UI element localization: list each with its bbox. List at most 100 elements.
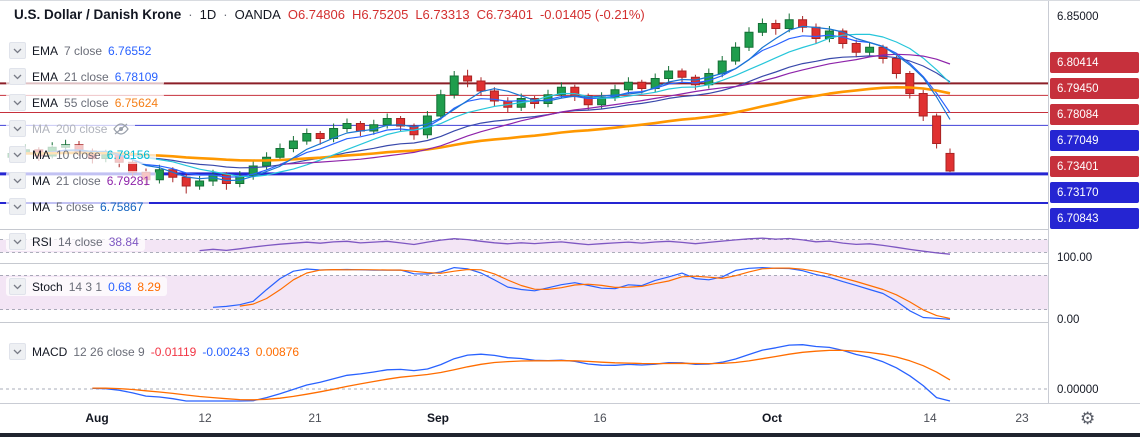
price-alert-badge[interactable]: 6.70843 xyxy=(1050,208,1139,229)
indicator-legend-ema21[interactable]: EMA 21 close 6.78109 xyxy=(6,67,165,86)
price-axis[interactable]: 6.85000 6.80414 6.79450 6.78084 6.77049 6.73… xyxy=(1048,1,1140,403)
macd-line xyxy=(92,344,951,402)
indicator-value: 6.78109 xyxy=(114,69,159,84)
indicator-name: EMA xyxy=(32,69,59,84)
indicator-band xyxy=(0,239,1048,253)
symbol-name[interactable]: U.S. Dollar / Danish Krone xyxy=(14,7,182,22)
time-tick-Aug: Aug xyxy=(85,411,109,425)
price-chart[interactable] xyxy=(0,1,1048,403)
ohlc-change: -0.01405 (-0.21%) xyxy=(539,7,645,22)
indicator-params: 10 close xyxy=(56,147,101,162)
indicator-value: 6.75624 xyxy=(114,95,159,110)
ema-7-line xyxy=(11,34,951,178)
price-alert-badge[interactable]: 6.73170 xyxy=(1050,182,1139,203)
chevron-down-icon[interactable] xyxy=(9,233,26,250)
time-tick-14: 14 xyxy=(923,411,937,425)
indicator-legend-ma21[interactable]: MA 21 close 6.79281 xyxy=(6,171,157,190)
ohlc-close: C6.73401 xyxy=(476,7,533,22)
chevron-down-icon[interactable] xyxy=(9,172,26,189)
time-tick-Oct: Oct xyxy=(761,411,782,425)
indicator-value: 6.76552 xyxy=(108,43,152,58)
indicator-name: EMA xyxy=(32,95,59,110)
ohlc-high: H6.75205 xyxy=(351,7,409,22)
indicator-value-signal: 0.00876 xyxy=(255,344,300,359)
indicator-legend-ma10[interactable]: MA 10 close 6.78156 xyxy=(6,145,157,164)
indicator-name: RSI xyxy=(32,234,53,249)
price-alert-badge[interactable]: 6.77049 xyxy=(1050,130,1139,151)
chevron-down-icon[interactable] xyxy=(9,343,26,360)
pane-separator[interactable] xyxy=(0,322,1140,323)
time-tick-21: 21 xyxy=(308,411,322,425)
time-axis[interactable]: Aug 12 21 Sep 16 Oct 14 23 xyxy=(0,403,1140,434)
indicator-legend-ma5[interactable]: MA 5 close 6.75867 xyxy=(6,197,150,216)
rsi-line xyxy=(199,237,951,255)
gear-icon[interactable]: ⚙ xyxy=(1080,409,1096,428)
chevron-down-icon[interactable] xyxy=(9,198,26,215)
pane-separator[interactable] xyxy=(0,229,1140,230)
exchange-label: OANDA xyxy=(234,7,281,22)
time-tick-Sep: Sep xyxy=(426,411,449,425)
indicator-name: MACD xyxy=(32,344,68,359)
indicator-legend-ma200-hidden[interactable]: MA 200 close xyxy=(6,119,136,138)
indicator-name: MA xyxy=(32,121,50,136)
indicator-params: 14 3 1 xyxy=(68,279,103,294)
price-alert-badge[interactable]: 6.80414 xyxy=(1050,52,1139,73)
indicator-name: MA xyxy=(32,199,50,214)
indicator-legend-rsi[interactable]: RSI 14 close 38.84 xyxy=(6,232,145,251)
time-tick-12: 12 xyxy=(198,411,212,425)
pane-separator[interactable] xyxy=(0,263,1140,264)
symbol-title-row: U.S. Dollar / Danish Krone · 1D · OANDA … xyxy=(8,5,651,24)
indicator-value: 38.84 xyxy=(108,234,139,249)
indicator-band xyxy=(0,275,1048,310)
indicator-legend-ema7[interactable]: EMA 7 close 6.76552 xyxy=(6,41,158,60)
indicator-params: 55 close xyxy=(64,95,109,110)
indicator-value-macd: -0.00243 xyxy=(202,344,250,359)
indicator-value: 6.78156 xyxy=(106,147,151,162)
chevron-down-icon[interactable] xyxy=(9,146,26,163)
macd-signal-line xyxy=(92,349,951,401)
indicator-legend-stoch[interactable]: Stoch 14 3 1 0.68 8.29 xyxy=(6,277,167,296)
sma-10-line xyxy=(132,33,951,178)
ohlc-open: O6.74806 xyxy=(287,7,345,22)
indicator-value: 6.79281 xyxy=(106,173,151,188)
interval-label[interactable]: 1D xyxy=(199,7,217,22)
indicator-legend-ema55[interactable]: EMA 55 close 6.75624 xyxy=(6,93,165,112)
indicator-name: MA xyxy=(32,147,50,162)
time-tick-16: 16 xyxy=(593,411,607,425)
ema-55-line xyxy=(11,86,951,162)
ema-21-line xyxy=(11,55,951,169)
scale-label: 100.00 xyxy=(1057,252,1093,264)
indicator-params: 21 close xyxy=(56,173,101,188)
stoch-d-line xyxy=(239,267,951,319)
current-price-badge[interactable]: 6.73401 xyxy=(1050,156,1139,177)
sma-5-line xyxy=(65,25,951,182)
chevron-down-icon[interactable] xyxy=(9,278,26,295)
window-bottom-edge xyxy=(0,433,1140,437)
indicator-name: Stoch xyxy=(32,279,63,294)
separator-dot: · xyxy=(223,7,228,22)
chevron-down-icon[interactable] xyxy=(9,68,26,85)
chevron-down-icon[interactable] xyxy=(9,42,26,59)
price-alert-badge[interactable]: 6.78084 xyxy=(1050,104,1139,125)
indicator-value-d: 8.29 xyxy=(137,279,161,294)
ohlc-low: L6.73313 xyxy=(415,7,470,22)
price-tick-label: 6.85000 xyxy=(1057,11,1099,23)
indicator-value-hist: -0.01119 xyxy=(150,344,197,359)
sma-21-line xyxy=(279,53,951,165)
eye-off-icon[interactable] xyxy=(113,122,130,135)
price-alert-badge[interactable]: 6.79450 xyxy=(1050,78,1139,99)
indicator-params: 14 close xyxy=(58,234,103,249)
scale-label: 0.00 xyxy=(1057,314,1080,326)
scale-label: 0.00000 xyxy=(1057,384,1099,396)
separator-dot: · xyxy=(188,7,193,22)
chevron-down-icon[interactable] xyxy=(9,120,26,137)
indicator-params: 200 close xyxy=(56,121,108,136)
time-tick-23: 23 xyxy=(1015,411,1029,425)
indicator-legend-macd[interactable]: MACD 12 26 close 9 -0.01119 -0.00243 0.0… xyxy=(6,342,306,361)
indicator-params: 21 close xyxy=(64,69,109,84)
indicator-params: 7 close xyxy=(64,43,103,58)
chevron-down-icon[interactable] xyxy=(9,94,26,111)
indicator-name: EMA xyxy=(32,43,59,58)
indicator-name: MA xyxy=(32,173,50,188)
